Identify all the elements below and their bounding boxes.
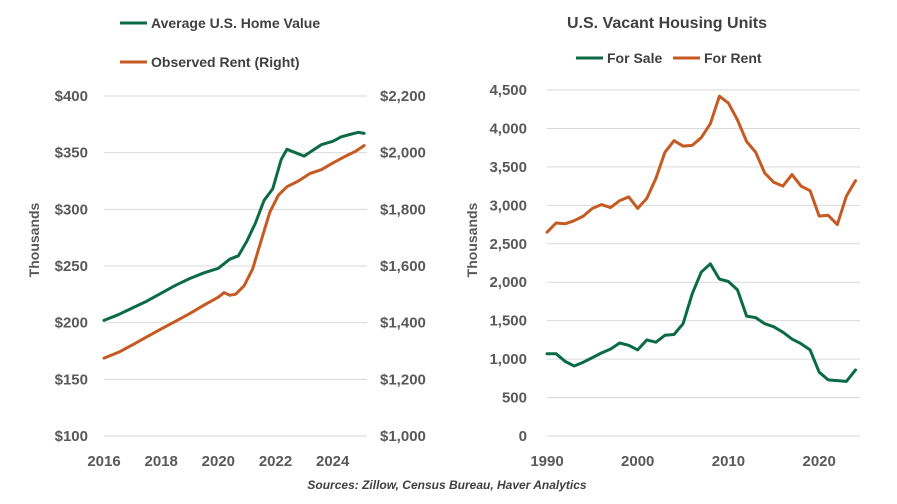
left-y-tick-label-200: $200 (55, 315, 88, 332)
right-y-tick-label-1000: 1,000 (489, 351, 527, 368)
left-y-tick-label-100: $100 (55, 428, 88, 445)
right-chart-title: U.S. Vacant Housing Units (567, 15, 767, 32)
right-chart-plot: 0 500 1,000 1,500 2,000 2,500 3,000 3,500 4,000 4… (489, 82, 860, 470)
right-y-tick-label-4000: 4,000 (489, 120, 527, 137)
right-y-tick-label-4500: 4,500 (489, 82, 527, 99)
right-x-tick-label-2020: 2020 (802, 453, 835, 470)
legend-label-home-value: Average U.S. Home Value (151, 15, 320, 31)
left-x-tick-label-2020: 2020 (202, 453, 235, 470)
right-x-tick-label-2010: 2010 (712, 453, 745, 470)
left-y2-tick-label-1000: $1,000 (380, 428, 426, 445)
left-y2-tick-label-1200: $1,200 (380, 371, 426, 388)
right-y-tick-label-0: 0 (519, 428, 527, 445)
series-line-home-value (102, 130, 366, 322)
right-y-tick-label-2500: 2,500 (489, 236, 527, 253)
left-y2-tick-label-2200: $2,200 (380, 88, 426, 105)
legend-label-observed-rent: Observed Rent (Right) (151, 54, 300, 70)
right-legend: For Sale For Rent (576, 50, 762, 66)
right-chart-y-axis-title: Thousands (464, 202, 480, 277)
left-y-tick-label-150: $150 (55, 371, 88, 388)
left-x-tick-label-2024: 2024 (316, 453, 350, 470)
left-y2-tick-label-2000: $2,000 (380, 145, 426, 162)
legend-label-for-rent: For Rent (704, 50, 762, 66)
left-y-tick-label-300: $300 (55, 201, 88, 218)
left-chart-y-axis-title: Thousands (26, 202, 42, 277)
source-note: Sources: Zillow, Census Bureau, Haver An… (307, 478, 587, 492)
left-y2-tick-label-1400: $1,400 (380, 315, 426, 332)
right-x-tick-label-2000: 2000 (621, 453, 654, 470)
series-line-for-rent (545, 94, 857, 234)
series-line-for-sale (545, 262, 857, 383)
left-x-tick-label-2018: 2018 (144, 453, 177, 470)
left-y-tick-label-250: $250 (55, 258, 88, 275)
left-x-tick-label-2022: 2022 (259, 453, 292, 470)
left-y2-tick-label-1600: $1,600 (380, 258, 426, 275)
right-y-tick-label-1500: 1,500 (489, 313, 527, 330)
right-y-tick-label-2000: 2,000 (489, 274, 527, 291)
right-y-tick-label-3500: 3,500 (489, 159, 527, 176)
left-y-tick-label-350: $350 (55, 145, 88, 162)
left-y2-tick-label-1800: $1,800 (380, 201, 426, 218)
left-y-tick-label-400: $400 (55, 88, 88, 105)
right-x-tick-label-1990: 1990 (530, 453, 563, 470)
left-legend: Average U.S. Home Value Observed Rent (R… (120, 15, 320, 70)
right-y-tick-label-3000: 3,000 (489, 197, 527, 214)
legend-label-for-sale: For Sale (607, 50, 662, 66)
right-y-tick-label-500: 500 (502, 390, 527, 407)
series-line-observed-rent (102, 144, 366, 360)
left-chart-plot: $100 $150 $200 $250 $300 $350 $400 $1,000 $1,200… (55, 88, 426, 470)
left-x-tick-label-2016: 2016 (87, 453, 120, 470)
